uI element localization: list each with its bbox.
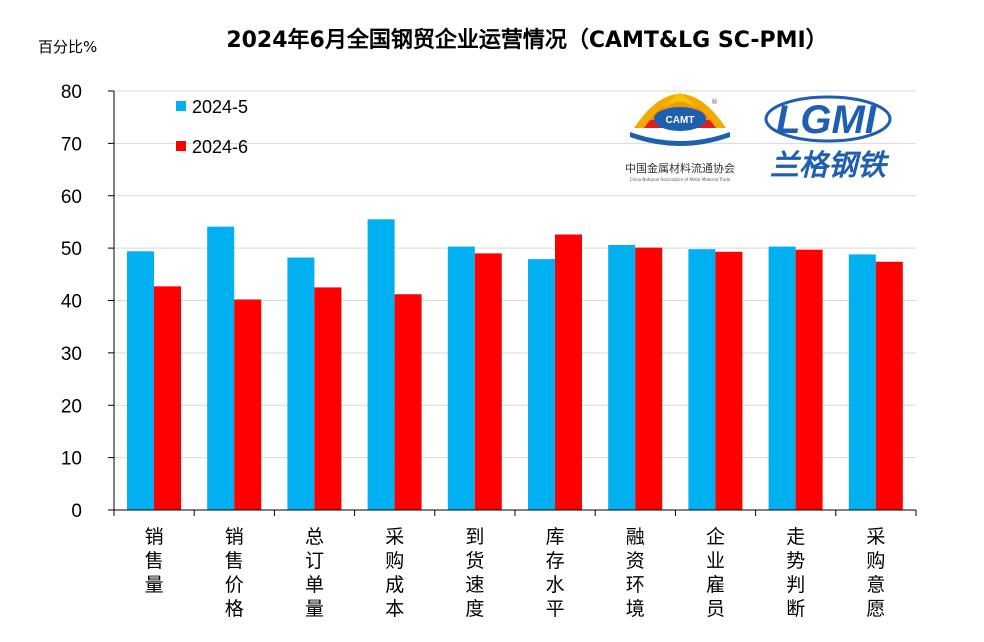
- bar-2024-5-总订单量: [287, 257, 315, 510]
- bar-2024-5-融资环境: [608, 244, 636, 511]
- bar-2024-5-销售价格: [207, 226, 235, 510]
- chart-title: 2024年6月全国钢贸企业运营情况（CAMT&LG SC-PMI）: [226, 27, 827, 53]
- x-category-label-销售量: 销售量: [145, 526, 164, 596]
- lgmi-ring-icon: [764, 95, 892, 143]
- x-category-label-库存水平: 库存水平: [546, 526, 565, 620]
- y-tick-label-0: 0: [71, 501, 82, 522]
- legend-swatch-2024-6: [176, 141, 186, 151]
- lange-chinese-name: 兰格钢铁: [770, 148, 890, 182]
- camt-logo: CAMT ® 中国金属材料流通协会 China National Associa…: [625, 92, 735, 182]
- wave-icon: [630, 132, 730, 146]
- bars: [127, 219, 903, 511]
- y-tick-label-60: 60: [61, 187, 82, 208]
- registered-mark: ®: [711, 98, 718, 106]
- bar-2024-5-采购意愿: [848, 254, 876, 510]
- y-tick-label-70: 70: [61, 134, 82, 155]
- x-category-label-融资环境: 融资环境: [626, 526, 645, 620]
- bar-2024-5-走势判断: [768, 246, 796, 510]
- bar-2024-6-到货速度: [474, 253, 502, 511]
- bar-2024-5-到货速度: [447, 246, 475, 510]
- camt-chinese-name: 中国金属材料流通协会: [625, 161, 735, 175]
- legend: 2024-5 2024-6: [176, 97, 248, 157]
- camt-badge-icon: [654, 107, 706, 131]
- bar-2024-6-融资环境: [635, 247, 663, 510]
- bar-2024-6-企业雇员: [715, 251, 743, 510]
- legend-label-2024-5: 2024-5: [192, 97, 248, 117]
- x-category-label-销售价格: 销售价格: [225, 526, 244, 620]
- bar-2024-5-采购成本: [367, 219, 395, 510]
- x-axis-category-labels: 销售量 销售价格 总订单量 采购成本 到货速度 库存水平 融资环境 企业雇员 走势判断 采购意愿: [145, 526, 886, 620]
- x-category-label-总订单量: 总订单量: [305, 526, 324, 620]
- x-category-label-采购成本: 采购成本: [385, 526, 404, 620]
- y-tick-label-80: 80: [61, 82, 82, 103]
- y-tick-label-20: 20: [61, 396, 82, 417]
- lange-logo: LGMI 兰格钢铁: [764, 95, 892, 182]
- legend-swatch-2024-5: [176, 101, 186, 111]
- legend-label-2024-6: 2024-6: [192, 137, 248, 157]
- bar-2024-5-销售量: [127, 251, 154, 510]
- x-category-label-到货速度: 到货速度: [465, 526, 484, 620]
- y-axis-ticks: 0 10 20 30 40 50 60 70 80: [61, 82, 114, 522]
- axes: [113, 91, 917, 516]
- bar-2024-5-企业雇员: [688, 249, 716, 511]
- bar-2024-6-库存水平: [555, 234, 582, 510]
- bar-2024-6-走势判断: [795, 249, 823, 511]
- y-tick-label-50: 50: [61, 239, 82, 260]
- bar-2024-6-销售价格: [234, 299, 262, 510]
- x-category-label-采购意愿: 采购意愿: [866, 526, 885, 620]
- y-tick-label-10: 10: [61, 449, 82, 470]
- bar-2024-6-采购成本: [394, 294, 422, 510]
- lgmi-mark: LGMI: [776, 98, 877, 142]
- bar-2024-5-库存水平: [528, 259, 555, 510]
- bar-2024-6-总订单量: [314, 287, 342, 510]
- camt-english-name: China National Association of Metal Mate…: [630, 177, 731, 182]
- y-tick-label-40: 40: [61, 292, 82, 313]
- y-tick-label-30: 30: [61, 344, 82, 365]
- camt-badge-text: CAMT: [666, 115, 695, 126]
- y-axis-unit-label: 百分比%: [38, 38, 97, 56]
- x-category-label-企业雇员: 企业雇员: [706, 526, 725, 620]
- x-category-label-走势判断: 走势判断: [786, 526, 805, 620]
- bar-2024-6-销售量: [154, 286, 181, 510]
- bar-2024-6-采购意愿: [875, 261, 903, 510]
